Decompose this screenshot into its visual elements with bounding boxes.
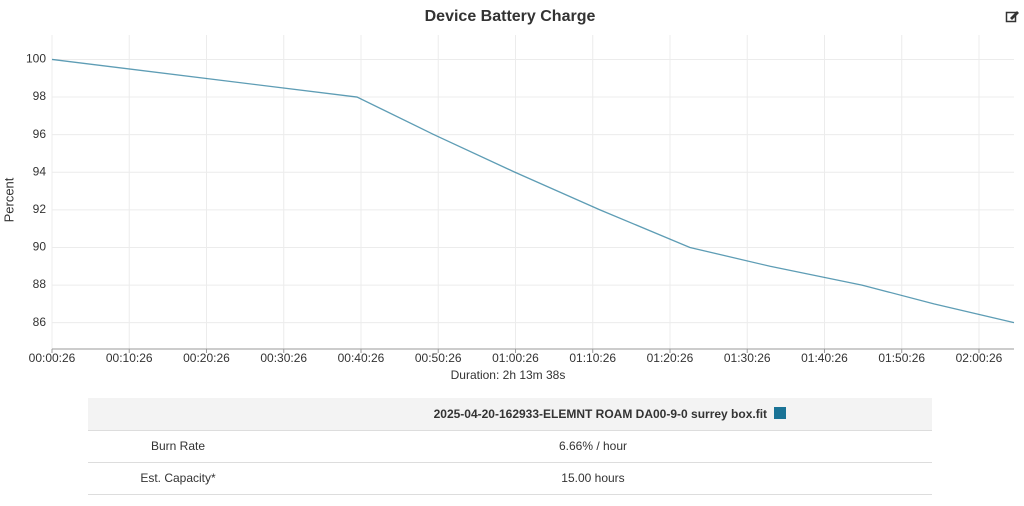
row-value: 6.66% / hour [558, 439, 628, 453]
y-tick-label: 98 [33, 89, 47, 103]
header-cell: 2025-04-20-162933-ELEMNT ROAM DA00-9-0 s… [288, 398, 932, 430]
y-tick-label: 92 [33, 202, 47, 216]
y-tick-label: 90 [33, 240, 47, 254]
icon-pen [1010, 11, 1019, 20]
x-tick-label: 00:10:26 [106, 351, 153, 365]
x-tick-label: 01:00:26 [492, 351, 539, 365]
y-tick-label: 96 [33, 127, 47, 141]
y-tick-label: 94 [33, 164, 47, 178]
chart: Device Battery Charge Percent Duration: … [1, 8, 1020, 382]
y-axis-label: Percent [1, 177, 16, 222]
x-tick-label: 01:20:26 [647, 351, 694, 365]
table-row: Est. Capacity* 15.00 hours [88, 462, 932, 495]
legend-swatch [774, 407, 787, 419]
row-value: 15.00 hours [561, 471, 625, 485]
x-tick-label: 00:20:26 [183, 351, 230, 365]
table-header: 2025-04-20-162933-ELEMNT ROAM DA00-9-0 s… [88, 398, 932, 431]
x-tick-label: 00:50:26 [415, 351, 462, 365]
grid [51, 35, 1014, 349]
x-tick-label: 00:00:26 [29, 351, 76, 365]
data-line [51, 58, 1015, 324]
chart-title: Device Battery Charge [425, 8, 596, 25]
edit-icon[interactable] [1005, 11, 1020, 23]
row-label: Burn Rate [150, 439, 206, 453]
x-tick-label: 01:50:26 [878, 351, 925, 365]
series-name: 2025-04-20-162933-ELEMNT ROAM DA00-9-0 s… [433, 407, 768, 421]
icon-frame [1005, 11, 1017, 23]
x-tick-label: 02:00:26 [956, 351, 1003, 365]
x-tick-label: 01:30:26 [724, 351, 771, 365]
x-tick-label: 01:40:26 [801, 351, 848, 365]
x-axis-label: Duration: 2h 13m 38s [451, 368, 566, 382]
x-tick-label: 00:40:26 [338, 351, 385, 365]
x-tick-label: 00:30:26 [260, 351, 307, 365]
y-tick-label: 100 [26, 52, 46, 66]
row-label: Est. Capacity* [140, 471, 216, 485]
y-tick-label: 86 [33, 315, 47, 329]
table-row: Burn Rate 6.66% / hour [88, 430, 932, 463]
y-tick-label: 88 [33, 277, 47, 291]
x-tick-label: 01:10:26 [569, 351, 616, 365]
